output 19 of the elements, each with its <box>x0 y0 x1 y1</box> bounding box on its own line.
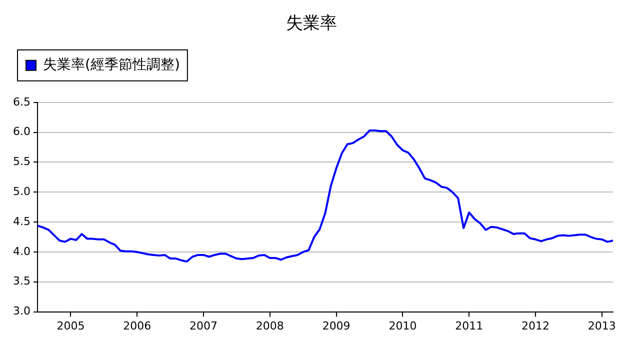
x-tick-label: 2011 <box>455 319 484 332</box>
x-tick-label: 2007 <box>190 319 218 332</box>
y-tick-label: 4.5 <box>12 214 30 228</box>
y-tick-label: 6.5 <box>12 95 30 108</box>
y-tick-label: 3.5 <box>12 274 30 288</box>
x-tick-label: 2009 <box>322 319 350 332</box>
x-tick-label: 2005 <box>56 319 85 332</box>
y-tick-label: 3.0 <box>12 304 30 318</box>
y-tick-label: 5.5 <box>12 155 30 168</box>
x-tick-label: 2006 <box>123 319 152 332</box>
y-tick-label: 4.0 <box>12 244 30 258</box>
x-tick-label: 2008 <box>256 319 284 332</box>
chart-title: 失業率 <box>286 14 337 34</box>
x-tick-label: 2012 <box>522 319 550 332</box>
x-tick-label: 2010 <box>388 319 417 332</box>
x-tick-label: 2013 <box>588 319 616 332</box>
y-tick-label: 5.0 <box>12 185 30 198</box>
y-tick-label: 6.0 <box>12 125 30 138</box>
legend-label: 失業率(經季節性調整) <box>43 57 180 74</box>
